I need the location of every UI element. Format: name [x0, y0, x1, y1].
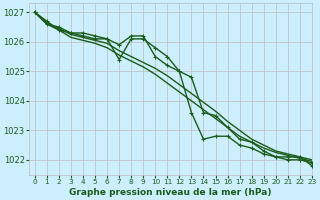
- X-axis label: Graphe pression niveau de la mer (hPa): Graphe pression niveau de la mer (hPa): [69, 188, 272, 197]
